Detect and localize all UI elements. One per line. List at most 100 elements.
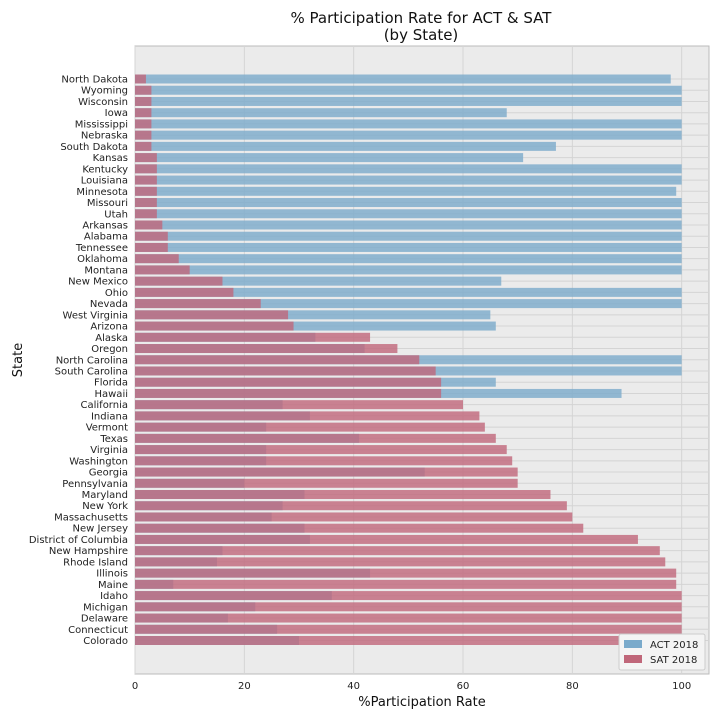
sat-bar xyxy=(135,636,682,645)
sat-bar xyxy=(135,591,682,601)
y-tick-label: Wisconsin xyxy=(78,97,128,108)
sat-bar xyxy=(135,299,261,309)
act-bar xyxy=(135,276,502,286)
sat-bar xyxy=(135,501,567,511)
act-bar xyxy=(135,265,682,275)
y-tick-label: Delaware xyxy=(81,614,128,625)
sat-bar xyxy=(135,265,190,275)
y-tick-label: New Jersey xyxy=(73,524,129,535)
act-bar xyxy=(135,96,682,106)
y-tick-label: Utah xyxy=(104,209,128,220)
sat-bar xyxy=(135,276,223,286)
y-tick-label: Maryland xyxy=(82,490,128,501)
x-axis-label: %Participation Rate xyxy=(358,695,485,710)
legend-label-act: ACT 2018 xyxy=(650,640,698,651)
y-tick-label: Oklahoma xyxy=(77,254,128,265)
sat-bar xyxy=(135,355,420,365)
y-tick-label: Vermont xyxy=(86,423,128,434)
sat-bar xyxy=(135,523,584,533)
y-tick-label: Florida xyxy=(94,378,128,389)
act-bar xyxy=(135,153,524,163)
sat-bar xyxy=(135,85,152,95)
y-tick-label: Rhode Island xyxy=(63,557,128,568)
y-tick-label: Indiana xyxy=(91,411,128,422)
act-bar xyxy=(135,130,682,140)
act-bar xyxy=(135,198,682,208)
y-tick-label: Colorado xyxy=(83,636,128,647)
y-tick-label: South Carolina xyxy=(55,366,128,377)
y-tick-label: North Carolina xyxy=(56,355,128,366)
bars-group xyxy=(135,74,682,645)
y-tick-label: New Hampshire xyxy=(49,546,128,557)
act-bar xyxy=(135,242,682,252)
y-tick-label: Hawaii xyxy=(94,389,128,400)
act-bar xyxy=(135,186,677,196)
y-tick-label: Michigan xyxy=(83,602,128,613)
act-bar xyxy=(135,220,682,230)
y-tick-label: North Dakota xyxy=(61,75,128,86)
sat-bar xyxy=(135,579,677,589)
act-bar xyxy=(135,287,682,297)
y-tick-label: Wyoming xyxy=(81,86,128,97)
sat-bar xyxy=(135,332,371,342)
x-tick-label: 100 xyxy=(672,681,691,692)
sat-bar xyxy=(135,388,442,398)
sat-bar xyxy=(135,242,168,252)
sat-bar xyxy=(135,96,152,106)
y-tick-label: Alabama xyxy=(84,232,128,243)
y-tick-labels: North DakotaWyomingWisconsinIowaMississi… xyxy=(29,75,128,648)
sat-bar xyxy=(135,546,660,556)
x-tick-label: 20 xyxy=(238,681,251,692)
y-tick-label: New York xyxy=(82,501,128,512)
sat-bar xyxy=(135,602,682,612)
sat-bar xyxy=(135,209,157,219)
act-bar xyxy=(135,119,682,129)
y-tick-label: Ohio xyxy=(105,288,128,299)
x-tick-label: 0 xyxy=(132,681,138,692)
sat-bar xyxy=(135,186,157,196)
y-tick-label: Arkansas xyxy=(82,220,128,231)
act-bar xyxy=(135,141,556,151)
sat-bar xyxy=(135,557,666,567)
sat-bar xyxy=(135,467,518,477)
sat-bar xyxy=(135,445,507,455)
act-bar xyxy=(135,85,682,95)
y-tick-label: Nebraska xyxy=(81,131,128,142)
y-tick-label: Pennsylvania xyxy=(62,479,128,490)
y-tick-label: Arizona xyxy=(90,322,128,333)
sat-bar xyxy=(135,254,179,264)
y-tick-label: District of Columbia xyxy=(29,535,128,546)
sat-bar xyxy=(135,119,152,129)
legend-swatch-sat xyxy=(624,655,642,663)
sat-bar xyxy=(135,456,513,466)
y-tick-label: Texas xyxy=(99,434,128,445)
sat-bar xyxy=(135,534,638,544)
y-tick-label: Kansas xyxy=(93,153,128,164)
sat-bar xyxy=(135,433,496,443)
sat-bar xyxy=(135,164,157,174)
sat-bar xyxy=(135,153,157,163)
y-tick-label: Louisiana xyxy=(81,176,128,187)
sat-bar xyxy=(135,344,398,354)
sat-bar xyxy=(135,74,146,84)
y-tick-label: West Virginia xyxy=(63,310,128,321)
y-tick-label: Illinois xyxy=(96,569,128,580)
y-tick-label: New Mexico xyxy=(68,277,128,288)
y-tick-label: Iowa xyxy=(105,108,128,119)
legend: ACT 2018 SAT 2018 xyxy=(618,633,706,671)
y-tick-label: Kentucky xyxy=(82,164,128,175)
y-axis-label: State xyxy=(11,343,26,377)
sat-bar xyxy=(135,310,289,320)
sat-bar xyxy=(135,613,682,623)
sat-bar xyxy=(135,141,152,151)
sat-bar xyxy=(135,624,682,634)
y-tick-label: Connecticut xyxy=(68,625,128,636)
x-tick-label: 80 xyxy=(566,681,579,692)
x-tick-label: 60 xyxy=(457,681,470,692)
act-bar xyxy=(135,231,682,241)
sat-bar xyxy=(135,220,163,230)
sat-bar xyxy=(135,400,463,410)
sat-bar xyxy=(135,366,436,376)
act-bar xyxy=(135,254,682,264)
